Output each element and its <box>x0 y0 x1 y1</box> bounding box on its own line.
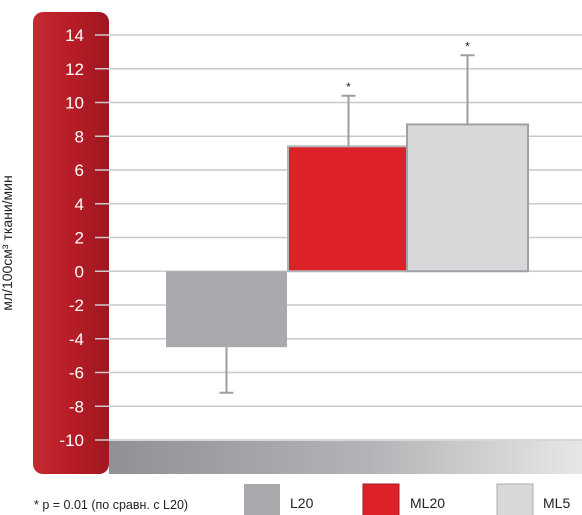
y-tick-label: -4 <box>69 330 84 349</box>
y-tick-label: 4 <box>75 195 84 214</box>
error-bars <box>219 54 475 394</box>
y-tick-label: -10 <box>59 431 84 450</box>
legend-label-l20: L20 <box>290 495 314 511</box>
legend-label-ml20: ML20 <box>410 495 445 511</box>
legend-swatch-l20 <box>244 484 280 515</box>
bars <box>166 123 529 348</box>
y-tick-label: 14 <box>65 26 84 45</box>
legend-swatch-ml5 <box>496 483 534 515</box>
y-tick-label: -6 <box>69 364 84 383</box>
significance-asterisk-ml5: * <box>465 39 470 53</box>
bar-ml5 <box>406 123 529 273</box>
y-tick-label: 12 <box>65 60 84 79</box>
legend-swatch-ml20 <box>362 483 400 515</box>
y-tick-label: 0 <box>75 262 84 281</box>
y-tick-label: 10 <box>65 94 84 113</box>
legend-label-ml5: ML5 <box>543 495 570 511</box>
y-axis-label: мл/100см³ ткани/мин <box>0 175 15 310</box>
y-tick-label: 6 <box>75 161 84 180</box>
y-tick-label: 8 <box>75 127 84 146</box>
y-axis-band <box>33 12 109 474</box>
significance-asterisk-ml20: * <box>346 80 351 94</box>
y-tick-label: -8 <box>69 397 84 416</box>
bar-ml20 <box>287 145 410 273</box>
y-tick-labels: 14 12 10 8 6 4 2 0 -2 -4 -6 -8 -10 <box>59 26 84 450</box>
y-tick-label: 2 <box>75 229 84 248</box>
y-tick-label: -2 <box>69 296 84 315</box>
x-axis-floor-band <box>109 441 582 474</box>
legend: * p = 0.01 (по сравн. с L20) L20 ML20 ML… <box>34 483 570 515</box>
significance-markers: ** <box>346 39 470 94</box>
footnote: * p = 0.01 (по сравн. с L20) <box>34 498 188 512</box>
bar-l20 <box>166 271 287 348</box>
